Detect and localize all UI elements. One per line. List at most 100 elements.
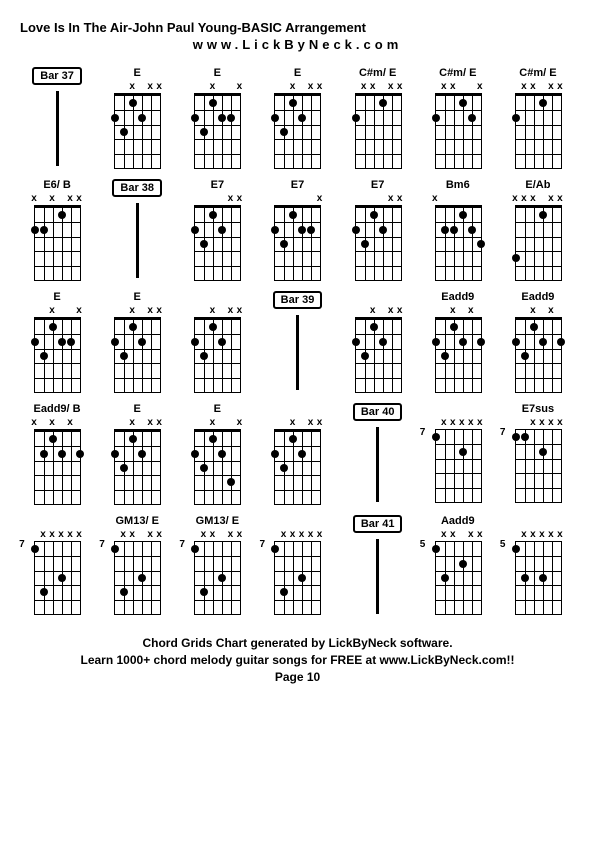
chord-diagram: C#m/ Exxx [421, 67, 495, 169]
chord-grid: Bar 37ExxxExxExxxC#m/ ExxxxC#m/ ExxxC#m/… [20, 67, 575, 615]
barline [56, 91, 59, 166]
chord-diagram: Eadd9 xx [501, 291, 575, 393]
chord-diagram: C#m/ E xxxx [501, 67, 575, 169]
chord-diagram: xxx [180, 291, 254, 393]
chord-label: E7 [211, 179, 224, 193]
footer-line1: Chord Grids Chart generated by LickByNec… [20, 635, 575, 652]
chord-label: E/Ab [525, 179, 550, 193]
fret-position: 5 [500, 539, 506, 550]
chord-label: E7 [291, 179, 304, 193]
chord-diagram: xxx [341, 291, 415, 393]
chord-diagram: Exxx [260, 67, 334, 169]
chord-diagram: Eadd9 xx [421, 291, 495, 393]
barline [376, 539, 379, 614]
barline [376, 427, 379, 502]
fret-diagram: xx [189, 195, 245, 281]
chord-diagram: Exxx [100, 67, 174, 169]
fret-diagram: x [430, 195, 486, 281]
bar-marker: Bar 39 [260, 291, 334, 393]
fret-position: 7 [99, 539, 105, 550]
chord-diagram: C#m/ E xxxx [341, 67, 415, 169]
fret-diagram: xx [430, 307, 486, 393]
chord-diagram: xxxxx7 [421, 403, 495, 505]
chord-diagram: GM13/ E xxxx7 [180, 515, 254, 615]
chord-label: E [53, 291, 60, 305]
fret-diagram: xxxxx7 [269, 531, 325, 615]
chord-label: E7 [371, 179, 384, 193]
fret-position: 7 [420, 427, 426, 438]
chord-label: Eadd9 [521, 291, 554, 305]
chord-label: C#m/ E [519, 67, 556, 81]
fret-diagram: xxx [109, 83, 165, 169]
chord-label: Aadd9 [441, 515, 475, 529]
subtitle: www.LickByNeck.com [20, 37, 575, 52]
chord-label: Eadd9/ B [34, 403, 81, 417]
fret-diagram: xxxx7 [109, 531, 165, 615]
fret-diagram: xxx [269, 419, 325, 505]
chord-label: E7sus [522, 403, 554, 417]
fret-diagram: xxx [350, 307, 406, 393]
barline [136, 203, 139, 278]
chord-label: Eadd9 [441, 291, 474, 305]
chord-label: E [134, 403, 141, 417]
fret-position: 7 [500, 427, 506, 438]
fret-diagram: xxxx [29, 195, 85, 281]
chord-diagram: E7susxxxx7 [501, 403, 575, 505]
chord-diagram: E6/ B xxxx [20, 179, 94, 281]
chord-diagram: Exxx [100, 403, 174, 505]
fret-diagram: xxx [109, 419, 165, 505]
fret-position: 7 [179, 539, 185, 550]
chord-diagram: xxxxx5 [501, 515, 575, 615]
fret-diagram: xxx [269, 83, 325, 169]
page-title: Love Is In The Air-John Paul Young-BASIC… [20, 20, 575, 35]
fret-diagram: x [269, 195, 325, 281]
chord-diagram: Exx [20, 291, 94, 393]
chord-diagram: Bm6 x [421, 179, 495, 281]
chord-diagram: E7 xx [180, 179, 254, 281]
chord-diagram: xxxxx7 [20, 515, 94, 615]
chord-label: E [214, 403, 221, 417]
chord-label: E6/ B [43, 179, 71, 193]
chord-label: E [214, 67, 221, 81]
fret-diagram: xxx [430, 83, 486, 169]
chord-diagram: E/Ab xxxxx [501, 179, 575, 281]
fret-diagram: xxxxx [510, 195, 566, 281]
chord-label: GM13/ E [116, 515, 159, 529]
chord-diagram: Aadd9 xxxx5 [421, 515, 495, 615]
fret-diagram: xx [510, 307, 566, 393]
fret-position: 5 [420, 539, 426, 550]
chord-label: C#m/ E [359, 67, 396, 81]
bar-label: Bar 38 [112, 179, 162, 197]
chord-diagram: xxx [260, 403, 334, 505]
fret-diagram: xxxxx7 [430, 419, 486, 503]
fret-diagram: xxxx5 [430, 531, 486, 615]
chord-label: E [294, 67, 301, 81]
bar-marker: Bar 38 [100, 179, 174, 281]
fret-diagram: xxxxx5 [510, 531, 566, 615]
bar-label: Bar 37 [32, 67, 82, 85]
footer-line2: Learn 1000+ chord melody guitar songs fo… [20, 652, 575, 669]
fret-position: 7 [19, 539, 25, 550]
chord-label: GM13/ E [196, 515, 239, 529]
fret-diagram: xxx [29, 419, 85, 505]
fret-diagram: xxxx [510, 83, 566, 169]
chord-diagram: xxxxx7 [260, 515, 334, 615]
chord-diagram: Eadd9/ B xxx [20, 403, 94, 505]
chord-diagram: Exxx [100, 291, 174, 393]
fret-diagram: xxx [189, 307, 245, 393]
footer: Chord Grids Chart generated by LickByNec… [20, 635, 575, 685]
fret-diagram: xxxxx7 [29, 531, 85, 615]
fret-diagram: xx [29, 307, 85, 393]
fret-diagram: xxxx [350, 83, 406, 169]
chord-label: Bm6 [446, 179, 470, 193]
fret-diagram: xxx [109, 307, 165, 393]
fret-diagram: xx [189, 83, 245, 169]
chord-label: E [134, 291, 141, 305]
bar-marker: Bar 40 [341, 403, 415, 505]
fret-diagram: xxxx7 [189, 531, 245, 615]
barline [296, 315, 299, 390]
chord-diagram: E7xx [341, 179, 415, 281]
chord-label: E [134, 67, 141, 81]
bar-label: Bar 41 [353, 515, 403, 533]
bar-label: Bar 39 [273, 291, 323, 309]
